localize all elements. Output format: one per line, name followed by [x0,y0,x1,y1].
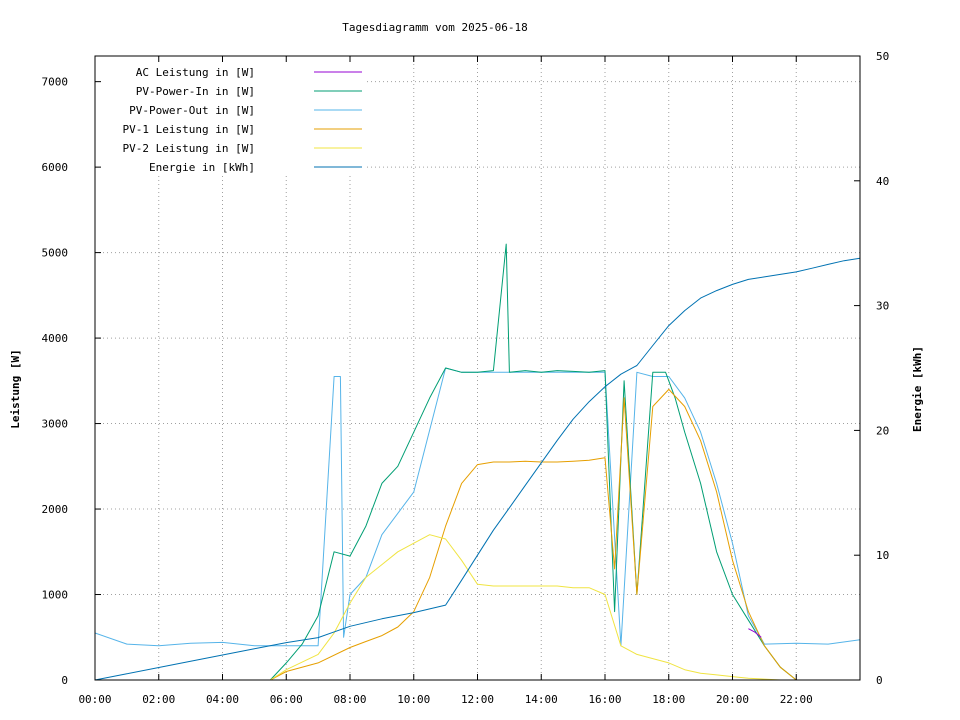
y-tick-label: 7000 [42,76,69,89]
series-line [270,388,797,681]
series-line [270,534,781,681]
series-line [748,628,762,638]
series-line [269,243,797,681]
series-layer [94,243,861,681]
legend-label: PV-2 Leistung in [W] [123,142,255,155]
legend-label: AC Leistung in [W] [136,66,255,79]
chart-title: Tagesdiagramm vom 2025-06-18 [342,21,527,34]
y2-tick-label: 50 [876,50,889,63]
legend-label: PV-1 Leistung in [W] [123,123,255,136]
y-tick-label: 4000 [42,332,69,345]
y-axis-label: Leistung [W] [9,349,22,428]
y2-tick-label: 10 [876,549,889,562]
x-tick-label: 02:00 [142,693,175,706]
legend: AC Leistung in [W] PV-Power-In in [W] PV-P… [97,58,367,176]
x-tick-label: 12:00 [461,693,494,706]
y-tick-label: 0 [61,674,68,687]
x-tick-label: 08:00 [333,693,366,706]
ticks: 00:00 02:00 04:00 06:00 08:00 10:00 12:00 14:00… [42,50,890,706]
legend-box [97,58,367,176]
x-tick-label: 20:00 [716,693,749,706]
y2-tick-label: 30 [876,300,889,313]
x-tick-label: 16:00 [588,693,621,706]
y-tick-label: 1000 [42,589,69,602]
x-tick-label: 10:00 [397,693,430,706]
y-tick-label: 3000 [42,418,69,431]
legend-label: PV-Power-Out in [W] [129,104,255,117]
x-tick-label: 04:00 [206,693,239,706]
legend-label: PV-Power-In in [W] [136,85,255,98]
y2-tick-label: 40 [876,175,889,188]
y2-tick-label: 0 [876,674,883,687]
x-tick-label: 00:00 [78,693,111,706]
series-line [94,257,861,681]
legend-label: Energie in [kWh] [149,161,255,174]
y-tick-label: 2000 [42,503,69,516]
y-tick-label: 6000 [42,161,69,174]
x-tick-label: 22:00 [780,693,813,706]
y2-tick-label: 20 [876,424,889,437]
x-tick-label: 06:00 [270,693,303,706]
x-tick-label: 14:00 [525,693,558,706]
y2-axis-label: Energie [kWh] [911,346,924,432]
y-tick-label: 5000 [42,247,69,260]
x-tick-label: 18:00 [652,693,685,706]
